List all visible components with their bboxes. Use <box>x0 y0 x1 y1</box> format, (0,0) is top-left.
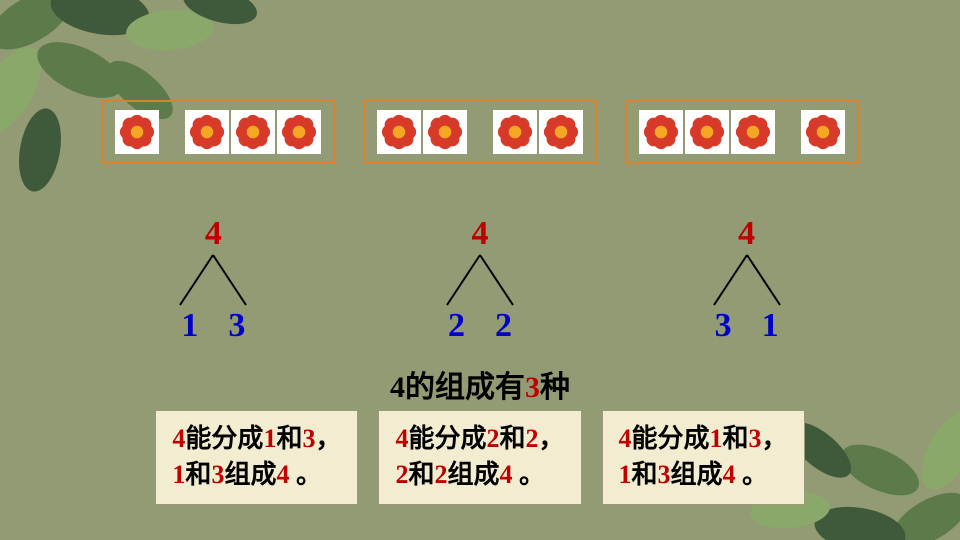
desc-num: 4 <box>619 424 632 453</box>
desc-num: 1 <box>172 460 185 489</box>
tree-right-number: 2 <box>495 307 512 345</box>
flower-boxes-row <box>0 100 960 164</box>
desc-text: 和 <box>408 460 434 489</box>
tree-top-number: 4 <box>410 215 550 253</box>
desc-num: 4 <box>172 424 185 453</box>
tree-left-number: 3 <box>715 307 732 345</box>
flower-group <box>801 110 845 154</box>
desc-num: 3 <box>302 424 315 453</box>
flower-icon <box>277 110 321 154</box>
desc-num: 4 <box>276 460 289 489</box>
flower-box <box>363 100 597 164</box>
flower-icon <box>185 110 229 154</box>
desc-num: 2 <box>434 460 447 489</box>
desc-num: 3 <box>658 460 671 489</box>
desc-num: 4 <box>500 460 513 489</box>
desc-num: 3 <box>749 424 762 453</box>
desc-num: 1 <box>263 424 276 453</box>
desc-text: 。 <box>513 460 546 489</box>
description-box: 4能分成1和3，1和3组成4 。 <box>155 410 358 505</box>
flower-group <box>639 110 775 154</box>
tree-branch-lines <box>168 253 258 308</box>
desc-num: 2 <box>395 460 408 489</box>
desc-num: 2 <box>526 424 539 453</box>
desc-text: 和 <box>185 460 211 489</box>
description-box: 4能分成1和3，1和3组成4 。 <box>602 410 805 505</box>
desc-text: 。 <box>289 460 322 489</box>
number-trees-row: 4 1 3 4 2 2 4 3 1 <box>0 215 960 345</box>
tree-branch-lines <box>702 253 792 308</box>
flower-icon <box>801 110 845 154</box>
tree-left-number: 1 <box>181 307 198 345</box>
desc-text: 和 <box>276 424 302 453</box>
tree-branch-lines <box>435 253 525 308</box>
summary-suffix: 种 <box>540 371 570 404</box>
flower-group <box>493 110 583 154</box>
summary-count: 3 <box>525 371 540 404</box>
flower-group <box>377 110 467 154</box>
flower-box <box>625 100 859 164</box>
desc-num: 4 <box>395 424 408 453</box>
number-tree: 4 1 3 <box>143 215 283 345</box>
desc-text: 。 <box>736 460 769 489</box>
flower-icon <box>377 110 421 154</box>
tree-left-number: 2 <box>448 307 465 345</box>
number-tree: 4 2 2 <box>410 215 550 345</box>
flower-icon <box>493 110 537 154</box>
description-box: 4能分成2和2，2和2组成4 。 <box>378 410 581 505</box>
desc-num: 1 <box>619 460 632 489</box>
desc-text: 组成 <box>224 460 276 489</box>
flower-icon <box>685 110 729 154</box>
summary-text: 4的组成有3种 <box>0 362 960 406</box>
flower-icon <box>639 110 683 154</box>
desc-text: ， <box>315 424 341 453</box>
summary-prefix: 4的组成有 <box>390 371 525 404</box>
flower-box <box>101 100 335 164</box>
tree-right-number: 3 <box>228 307 245 345</box>
desc-num: 3 <box>211 460 224 489</box>
desc-text: 能分成 <box>185 424 263 453</box>
desc-text: 能分成 <box>632 424 710 453</box>
desc-text: 组成 <box>671 460 723 489</box>
tree-top-number: 4 <box>677 215 817 253</box>
desc-num: 2 <box>486 424 499 453</box>
flower-group <box>185 110 321 154</box>
desc-text: ， <box>539 424 565 453</box>
desc-num: 4 <box>723 460 736 489</box>
tree-right-number: 1 <box>762 307 779 345</box>
flower-icon <box>231 110 275 154</box>
flower-icon <box>423 110 467 154</box>
flower-group <box>115 110 159 154</box>
desc-text: 能分成 <box>408 424 486 453</box>
description-boxes-row: 4能分成1和3，1和3组成4 。4能分成2和2，2和2组成4 。4能分成1和3，… <box>0 410 960 505</box>
desc-num: 1 <box>710 424 723 453</box>
desc-text: 组成 <box>447 460 499 489</box>
flower-icon <box>539 110 583 154</box>
flower-icon <box>731 110 775 154</box>
desc-text: 和 <box>632 460 658 489</box>
desc-text: 和 <box>499 424 525 453</box>
desc-text: ， <box>762 424 788 453</box>
tree-top-number: 4 <box>143 215 283 253</box>
flower-icon <box>115 110 159 154</box>
desc-text: 和 <box>723 424 749 453</box>
number-tree: 4 3 1 <box>677 215 817 345</box>
